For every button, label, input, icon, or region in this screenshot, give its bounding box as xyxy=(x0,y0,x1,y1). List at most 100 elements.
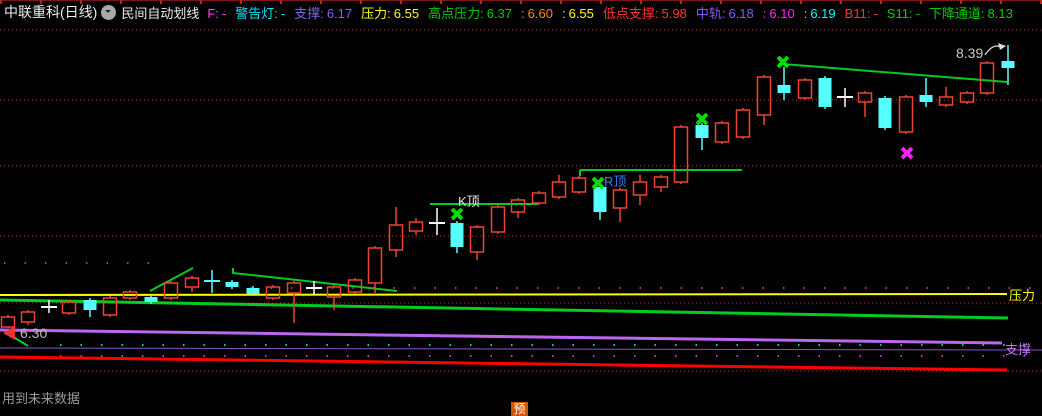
trendline xyxy=(782,63,1008,83)
candle-body-up xyxy=(959,92,975,103)
candle xyxy=(612,188,628,222)
candle-body-up xyxy=(0,316,16,328)
candle-body-up xyxy=(347,279,363,293)
candle xyxy=(286,281,302,323)
candle xyxy=(938,87,954,107)
candle-body-up xyxy=(756,76,772,116)
stock-title: 中联重科(日线) xyxy=(4,4,98,20)
trendlines xyxy=(6,63,1008,347)
annotation-arrowhead-icon xyxy=(998,43,1006,50)
candle xyxy=(367,246,383,293)
candle-body-up xyxy=(265,286,281,299)
indicator-value: 6.10 xyxy=(769,5,795,21)
candle xyxy=(531,191,547,205)
candle xyxy=(0,315,16,328)
x-marker-stroke xyxy=(900,146,914,160)
x-marker xyxy=(695,112,709,126)
candle-body-up xyxy=(979,62,995,94)
candle xyxy=(83,298,97,317)
candle-body-up xyxy=(632,181,648,196)
candle xyxy=(265,285,281,300)
indicator-item: 中轨: 6.18 xyxy=(696,6,754,21)
r-top-label: R顶 xyxy=(604,174,626,189)
candle-body-up xyxy=(408,221,424,232)
low-support-line xyxy=(0,355,1008,372)
indicator-value: 8.13 xyxy=(987,5,1013,21)
price-high-label: 8.39 xyxy=(956,45,983,61)
candle xyxy=(898,95,914,134)
indicator-label: 支撑: xyxy=(294,5,324,21)
candle-body-down xyxy=(144,297,158,302)
indicator-value: - xyxy=(915,5,920,21)
x-marker xyxy=(450,207,464,221)
candle xyxy=(593,186,607,220)
indicator-label: 压力: xyxy=(361,5,391,21)
mid-rail-line xyxy=(0,347,1042,351)
indicator-label: F: xyxy=(207,5,219,21)
candle-body-down xyxy=(818,78,832,107)
indicator-set-name: 民间自动划线 xyxy=(121,5,200,21)
candle-body-down xyxy=(878,98,892,128)
candle xyxy=(184,276,200,292)
candle xyxy=(429,208,445,235)
candle-body-down xyxy=(919,95,933,102)
forecast-badge[interactable]: 预 xyxy=(511,402,528,416)
candle xyxy=(919,78,933,107)
candle xyxy=(632,175,648,205)
candle xyxy=(818,76,832,109)
candle-body-up xyxy=(653,176,669,188)
gridlines xyxy=(0,29,1042,372)
candle-body-down xyxy=(246,288,260,294)
annotation-arrow-icon xyxy=(984,45,1002,56)
indicator-value: 6.19 xyxy=(810,5,836,21)
indicator-item: :6.19 xyxy=(804,6,836,21)
k-top-label: K顶 xyxy=(458,194,480,209)
candle xyxy=(246,286,260,296)
candle xyxy=(837,88,853,107)
candle xyxy=(326,285,342,310)
x-marker-stroke xyxy=(695,112,709,126)
trendline xyxy=(232,272,398,292)
candle-body-down xyxy=(450,223,464,247)
indicator-label: 警告灯: xyxy=(235,5,278,21)
candle xyxy=(41,300,57,313)
indicator-item: :6.55 xyxy=(562,6,594,21)
candle-body-up xyxy=(898,96,914,133)
candle xyxy=(469,225,485,260)
candle xyxy=(204,270,220,293)
candle xyxy=(490,205,506,234)
candle xyxy=(61,300,77,315)
indicator-item: 支撑: 6.17 xyxy=(294,6,352,21)
candle-body-up xyxy=(531,192,547,204)
indicator-label: : xyxy=(762,5,767,21)
future-data-warning: 用到未来数据 xyxy=(2,391,81,406)
chevron-down-icon[interactable] xyxy=(101,4,117,20)
indicator-label: : xyxy=(561,5,566,21)
indicator-value: 6.18 xyxy=(728,5,754,21)
candle xyxy=(857,91,873,117)
candle xyxy=(144,295,158,304)
x-marker-stroke xyxy=(776,55,790,69)
x-marker-stroke xyxy=(450,207,464,221)
candle xyxy=(735,108,751,139)
x-marker xyxy=(900,146,914,160)
candle xyxy=(551,175,567,199)
high-pressure-line xyxy=(0,298,1009,320)
indicator-label: 低点支撑: xyxy=(602,5,659,21)
candle-body-up xyxy=(102,297,118,316)
indicator-label: S11: xyxy=(886,5,913,21)
markers xyxy=(3,43,1006,340)
candle-body-up xyxy=(20,311,36,323)
indicator-item: 下降通道: 8.13 xyxy=(929,6,1013,21)
candle-body-up xyxy=(326,286,342,298)
candle xyxy=(510,198,526,218)
indicator-label: 中轨: xyxy=(695,5,726,21)
indicator-item: :6.10 xyxy=(763,6,795,21)
candle xyxy=(959,91,975,104)
indicator-item: :6.60 xyxy=(521,6,553,21)
candle-body-up xyxy=(938,96,954,106)
candle-body-down xyxy=(1001,61,1015,68)
